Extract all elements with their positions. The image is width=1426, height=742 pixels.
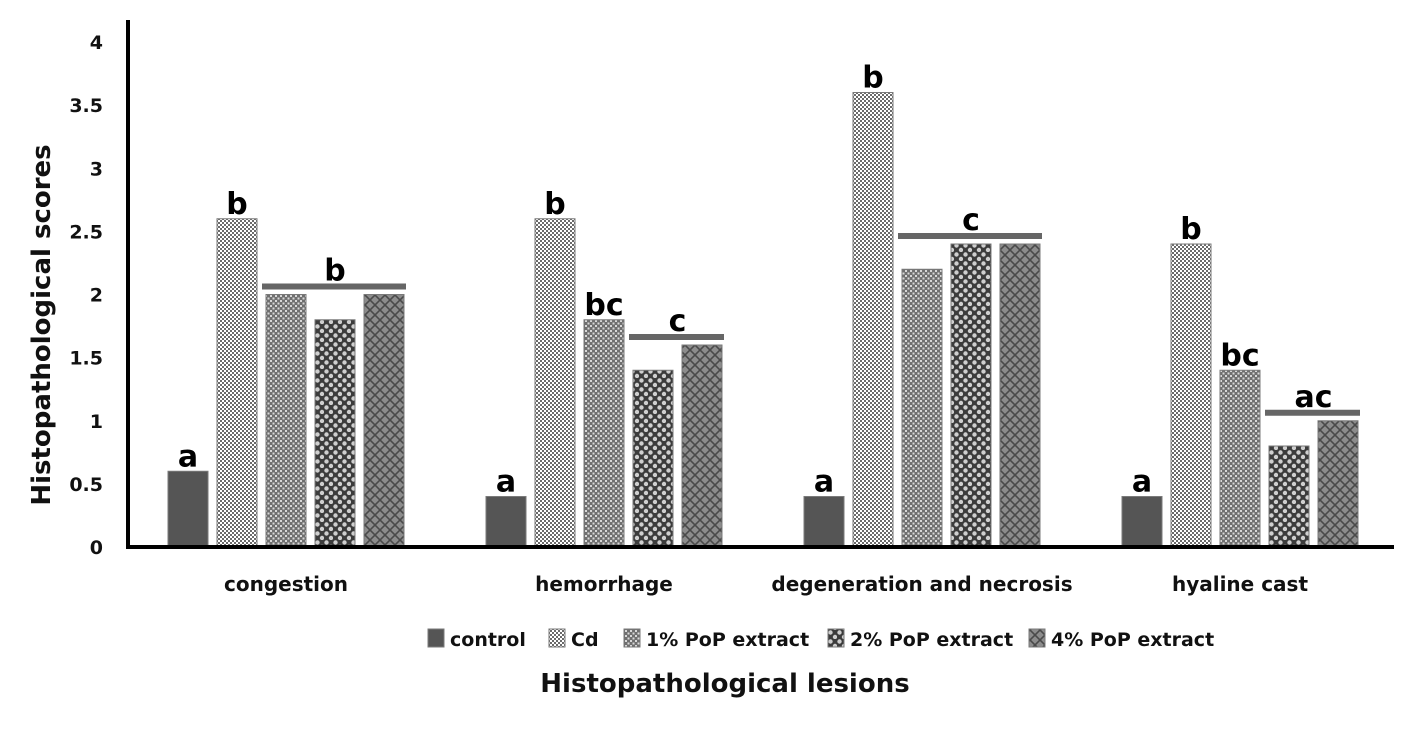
- y-tick-label: 3.5: [69, 95, 103, 117]
- bar: [950, 243, 992, 548]
- significance-label: c: [669, 304, 687, 339]
- significance-label: b: [1180, 212, 1201, 247]
- y-tick-label: 1.5: [69, 348, 103, 370]
- legend: control Cd 1% PoP extract 2% PoP extract 4% …: [427, 628, 1214, 651]
- bar: [681, 344, 723, 548]
- y-axis-title: Histopathological scores: [27, 144, 57, 505]
- significance-label: b: [544, 187, 565, 222]
- bar: [852, 92, 894, 548]
- bars: [167, 92, 1359, 548]
- legend-label: control: [450, 629, 526, 651]
- bar: [632, 369, 674, 548]
- bar: [265, 294, 307, 548]
- legend-label: 1% PoP extract: [646, 629, 809, 651]
- y-tick-label: 2: [90, 285, 103, 307]
- bar: [1317, 420, 1359, 548]
- y-tick-label: 2.5: [69, 221, 103, 243]
- y-tick-label: 0: [90, 537, 103, 559]
- bar: [999, 243, 1041, 548]
- bar: [1121, 496, 1163, 548]
- bar: [314, 319, 356, 548]
- bar: [216, 218, 258, 548]
- x-category-label: congestion: [224, 572, 348, 596]
- x-category-labels: congestion hemorrhage degeneration and nec…: [224, 572, 1308, 596]
- significance-label: a: [1132, 465, 1152, 500]
- legend-swatch: [1028, 628, 1046, 648]
- significance-label: ac: [1294, 380, 1332, 415]
- significance-label: b: [862, 61, 883, 96]
- legend-swatch: [623, 628, 641, 648]
- y-tick-label: 1: [90, 411, 103, 433]
- significance-label: bc: [584, 288, 623, 323]
- significance-label: b: [324, 254, 345, 289]
- y-tick-label: 4: [90, 32, 103, 54]
- legend-swatch: [427, 628, 445, 648]
- y-tick-label: 3: [90, 158, 103, 180]
- x-category-label: degeneration and necrosis: [771, 572, 1072, 596]
- bar: [1268, 445, 1310, 548]
- legend-label: 4% PoP extract: [1051, 629, 1214, 651]
- significance-label: b: [226, 187, 247, 222]
- significance-label: a: [178, 439, 198, 474]
- x-axis-title: Histopathological lesions: [540, 669, 909, 699]
- legend-label: Cd: [571, 629, 599, 651]
- bar: [803, 496, 845, 548]
- x-category-label: hemorrhage: [535, 572, 673, 596]
- x-category-label: hyaline cast: [1172, 572, 1309, 596]
- significance-label: bc: [1220, 338, 1259, 373]
- bar: [485, 496, 527, 548]
- bar: [583, 319, 625, 548]
- bar: [534, 218, 576, 548]
- y-tick-labels: 0 0.5 1 1.5 2 2.5 3 3.5 4: [69, 32, 103, 559]
- significance-label: c: [962, 203, 980, 238]
- bar: [1170, 243, 1212, 548]
- bar: [901, 268, 943, 548]
- bar: [1219, 369, 1261, 548]
- y-tick-label: 0.5: [69, 474, 103, 496]
- bar: [167, 470, 209, 548]
- bar: [363, 294, 405, 548]
- legend-swatch: [548, 628, 566, 648]
- legend-swatch: [827, 628, 845, 648]
- significance-label: a: [496, 465, 516, 500]
- legend-label: 2% PoP extract: [850, 629, 1013, 651]
- significance-label: a: [814, 465, 834, 500]
